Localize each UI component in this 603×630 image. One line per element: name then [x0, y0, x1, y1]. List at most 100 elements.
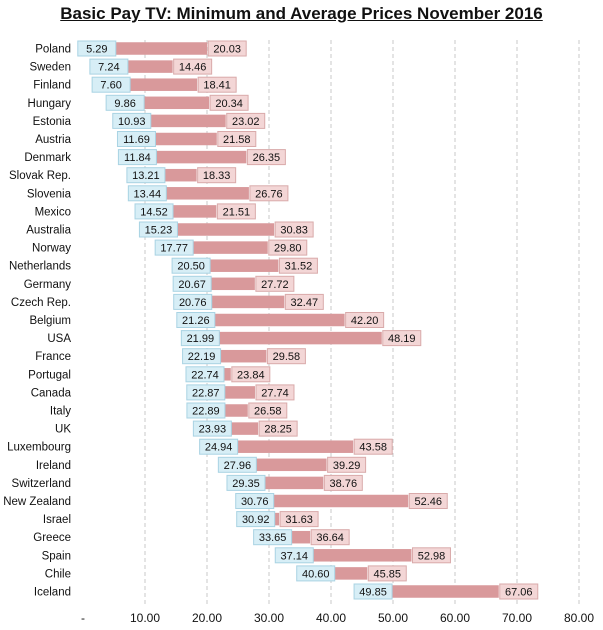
min-label-box	[253, 529, 293, 546]
avg-label-box	[231, 366, 271, 383]
min-data-label: 23.93	[199, 424, 227, 436]
x-tick-label: 20.00	[192, 611, 222, 625]
x-tick-label: 40.00	[316, 611, 346, 625]
category-label: Greece	[33, 532, 71, 544]
x-tick-label: 60.00	[440, 611, 470, 625]
range-bar	[219, 331, 382, 345]
category-label: Czech Rep.	[11, 297, 71, 309]
category-label: Germany	[24, 279, 72, 291]
avg-data-label: 18.33	[203, 170, 231, 182]
min-data-label: 24.94	[205, 442, 233, 454]
avg-label-box	[323, 474, 363, 491]
min-data-label: 14.52	[140, 206, 168, 218]
avg-data-label: 28.25	[264, 424, 292, 436]
min-data-label: 37.14	[281, 550, 309, 562]
min-data-label: 9.86	[114, 98, 135, 110]
category-label: Slovak Rep.	[9, 170, 71, 182]
min-label-box	[199, 438, 239, 455]
min-data-label: 20.50	[177, 261, 205, 273]
min-label-box	[226, 474, 266, 491]
data-labels: 5.29 20.03 7.24 14.46 7.60 18.41 9.86 20.34 10.9…	[77, 40, 539, 600]
min-label-box	[182, 348, 222, 365]
avg-label-box	[367, 565, 407, 582]
min-label-box	[236, 511, 276, 528]
category-label: Belgium	[29, 315, 71, 327]
min-label-box	[185, 366, 225, 383]
range-bar	[177, 223, 275, 236]
avg-label-box	[268, 239, 308, 256]
min-label-box	[353, 583, 393, 600]
min-data-label: 33.65	[259, 532, 287, 544]
avg-label-box	[278, 257, 318, 274]
range-bar	[291, 530, 311, 544]
x-tick-label: 50.00	[378, 611, 408, 625]
min-label-box	[117, 149, 157, 166]
avg-data-label: 31.63	[285, 514, 313, 526]
min-label-box	[126, 167, 166, 184]
range-bar	[156, 150, 247, 164]
x-axis: - 10.00 20.00 30.00 40.00 50.00 60.00 70.00 80.0…	[81, 611, 594, 625]
category-label: Sweden	[29, 62, 71, 74]
min-label-box	[217, 456, 257, 473]
avg-data-label: 42.20	[351, 315, 379, 327]
category-label: New Zealand	[3, 496, 71, 508]
category-labels: Poland Sweden Finland Hungary Estonia Austria…	[3, 44, 71, 599]
range-bar	[166, 187, 249, 200]
min-data-label: 22.74	[191, 369, 219, 381]
range-bar	[193, 241, 268, 254]
range-bar	[130, 78, 198, 91]
min-data-label: 13.44	[134, 188, 162, 200]
range-bar	[155, 132, 217, 146]
bars	[115, 42, 499, 598]
avg-data-label: 52.46	[414, 496, 442, 508]
range-bar	[273, 494, 409, 508]
category-label: UK	[55, 424, 71, 436]
avg-data-label: 26.58	[254, 406, 282, 418]
min-data-label: 20.67	[178, 279, 206, 291]
range-bar	[223, 368, 231, 381]
category-label: Mexico	[35, 206, 71, 218]
avg-label-box	[353, 438, 393, 455]
range-bar	[164, 168, 197, 182]
avg-label-box	[258, 420, 298, 437]
category-label: Hungary	[28, 98, 72, 110]
range-bar	[127, 60, 173, 73]
category-label: Switzerland	[12, 478, 71, 490]
avg-label-box	[382, 330, 422, 347]
min-data-label: 21.99	[187, 333, 215, 345]
category-label: Netherlands	[9, 261, 71, 273]
x-tick-label: 80.00	[564, 611, 594, 625]
avg-data-label: 38.76	[330, 478, 358, 490]
min-data-label: 11.84	[124, 152, 151, 164]
avg-data-label: 27.72	[261, 279, 289, 291]
range-bar	[115, 42, 208, 55]
avg-data-label: 36.64	[316, 532, 344, 544]
min-data-label: 49.85	[359, 587, 387, 599]
avg-data-label: 30.83	[280, 225, 308, 237]
min-data-label: 15.23	[145, 225, 173, 237]
min-data-label: 29.35	[232, 478, 260, 490]
min-data-label: 22.87	[192, 387, 220, 399]
avg-data-label: 23.84	[237, 369, 265, 381]
category-label: Slovenia	[27, 188, 72, 200]
min-data-label: 5.29	[86, 44, 107, 56]
range-bar	[256, 458, 327, 472]
category-label: Ireland	[36, 460, 71, 472]
avg-label-box	[266, 348, 306, 365]
avg-label-box	[279, 511, 319, 528]
avg-label-box	[207, 40, 247, 57]
min-label-box	[173, 293, 213, 310]
min-label-box	[112, 112, 152, 129]
min-label-box	[176, 312, 216, 328]
avg-data-label: 26.35	[253, 152, 281, 164]
avg-data-label: 31.52	[285, 261, 313, 273]
avg-label-box	[345, 312, 385, 328]
avg-label-box	[284, 293, 324, 310]
min-label-box	[89, 58, 129, 75]
category-label: Australia	[26, 225, 71, 237]
min-data-label: 7.60	[100, 80, 121, 92]
avg-label-box	[173, 58, 213, 75]
category-label: Poland	[35, 44, 71, 56]
